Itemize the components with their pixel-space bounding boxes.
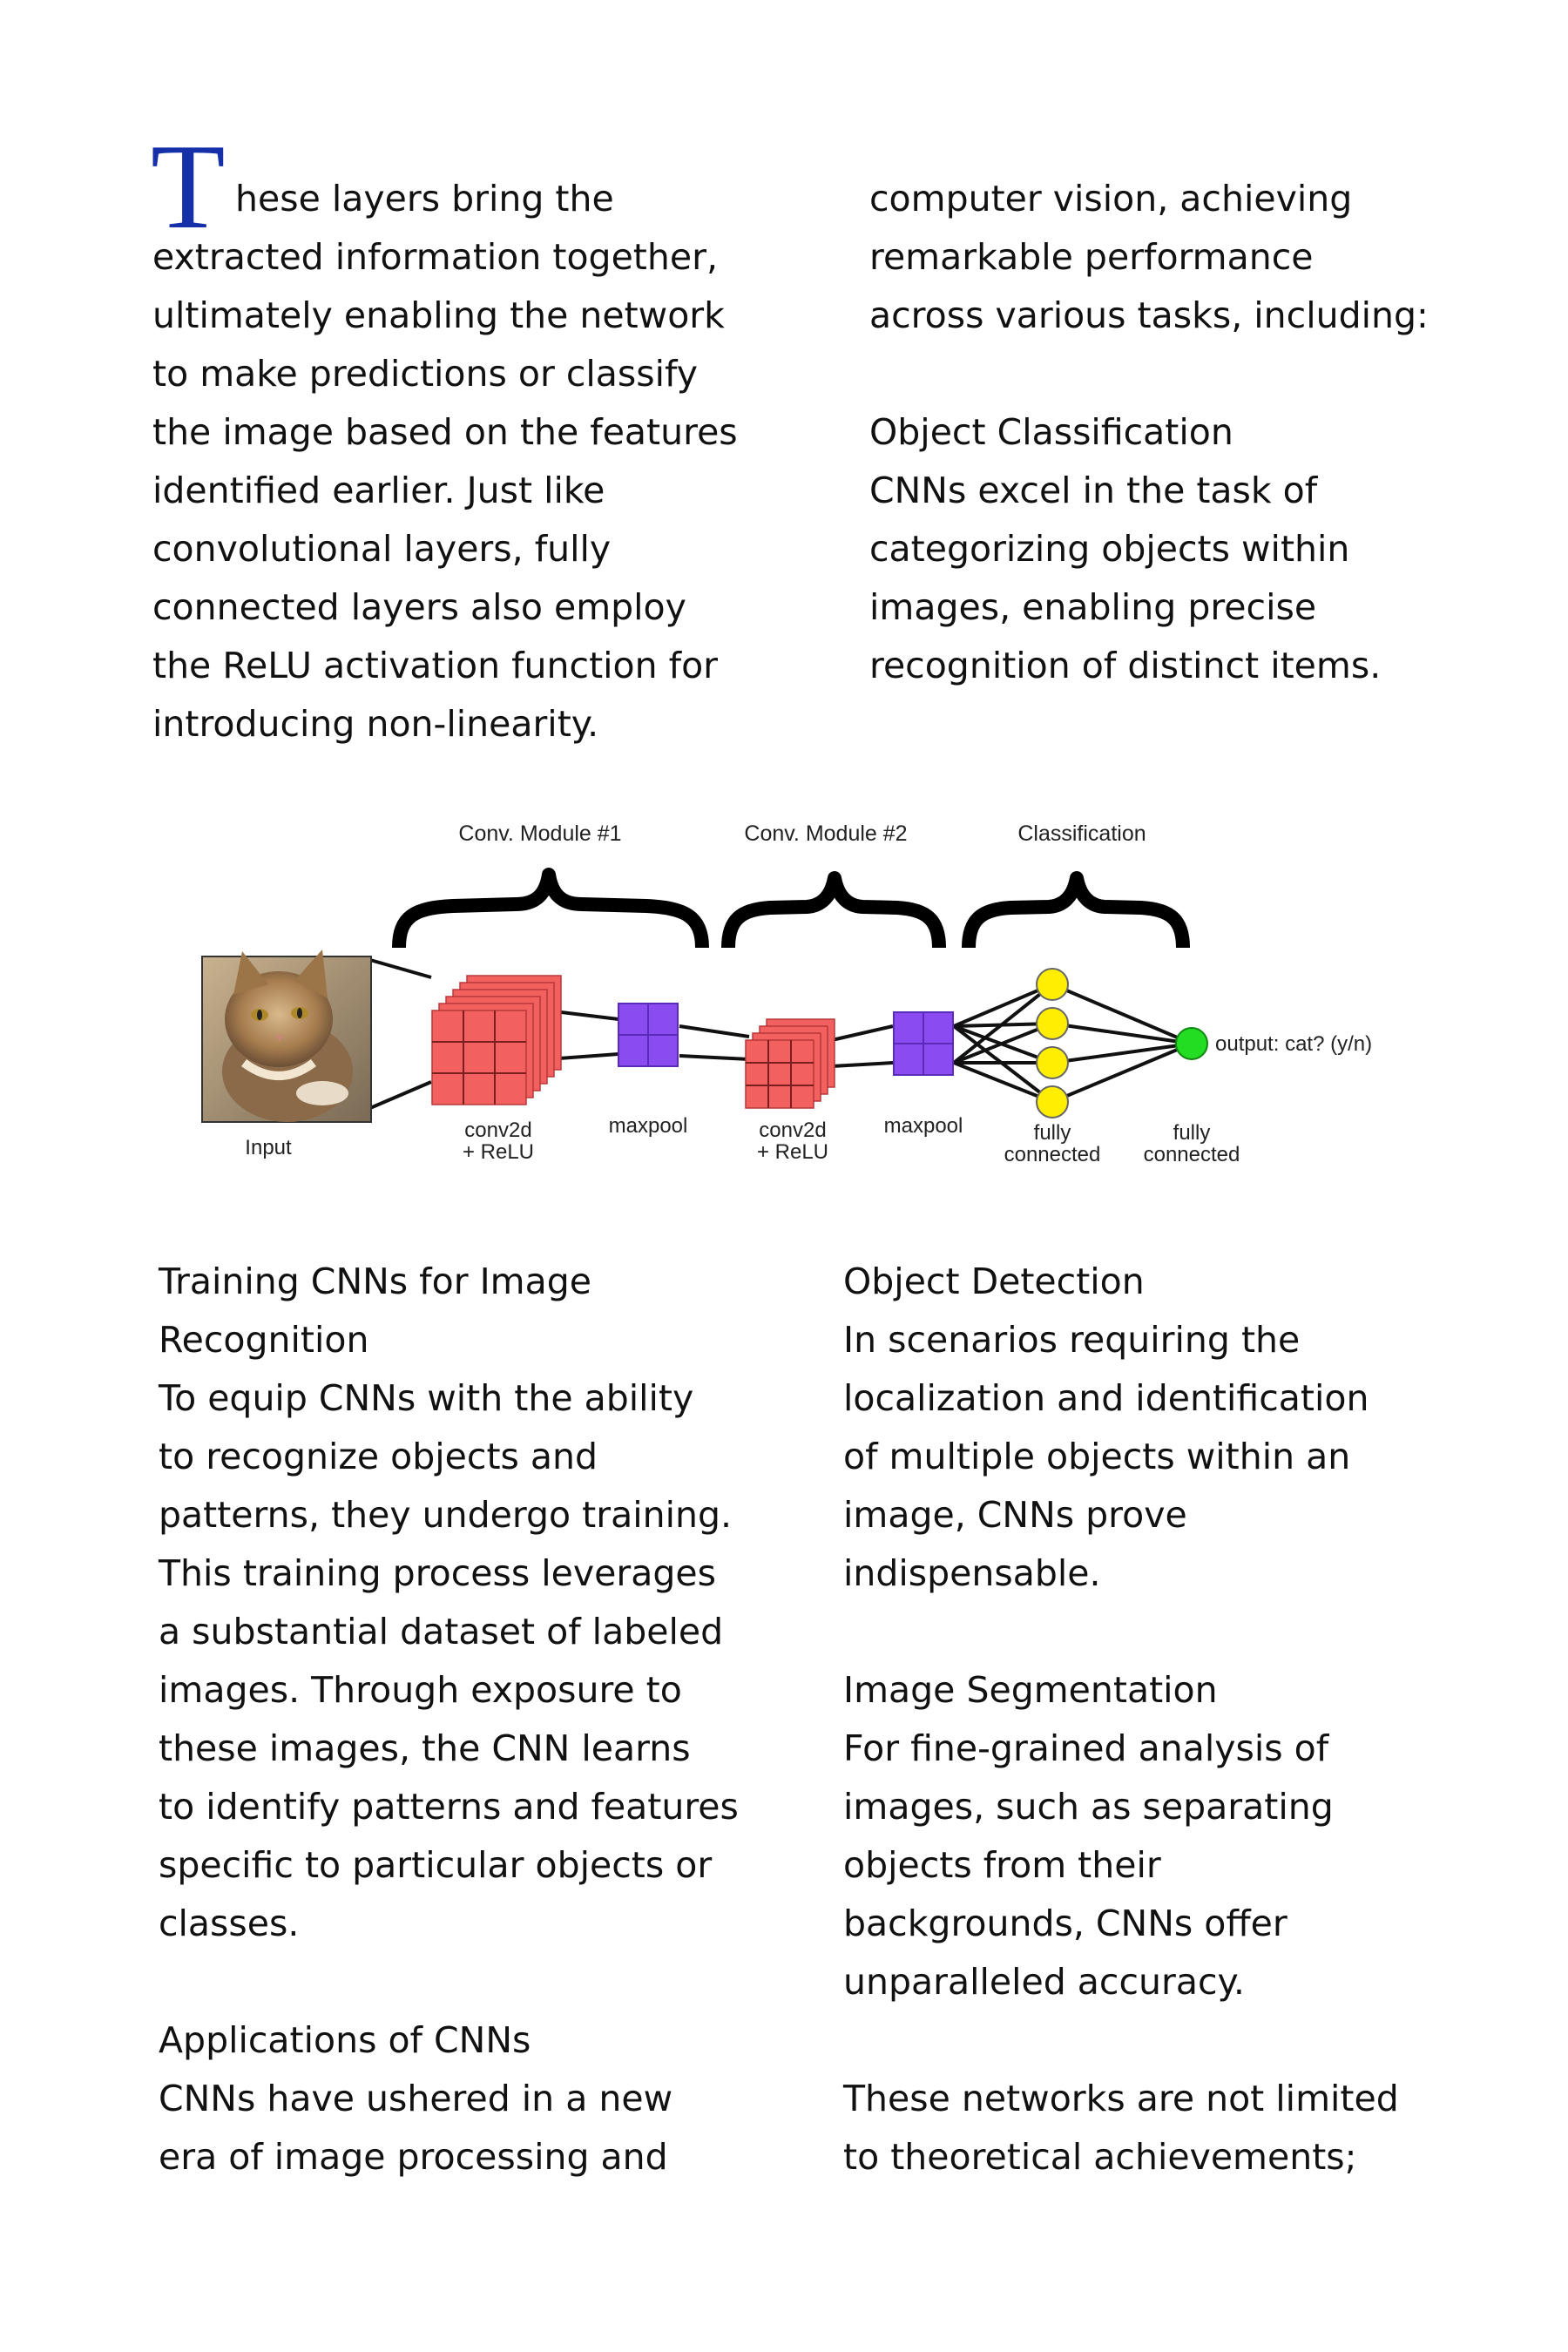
text-line: patterns, they undergo training.: [159, 1494, 733, 1536]
text-line: era of image processing and: [159, 2136, 668, 2178]
text-line: unparalleled accuracy.: [843, 1961, 1245, 2003]
input-cat-image: [201, 950, 372, 1123]
paragraph-gap: [843, 2011, 1399, 2070]
conv-feature-map: [745, 1039, 814, 1109]
section-title: Object Classification: [869, 411, 1233, 453]
text-line: the image based on the features: [152, 411, 738, 453]
text-line: these images, the CNN learns: [159, 1727, 691, 1769]
text-line: to theoretical achievements;: [843, 2136, 1357, 2178]
section-title: Training CNNs for Image: [159, 1260, 591, 1302]
text-line: to recognize objects and: [159, 1436, 598, 1477]
text-line: specific to particular objects or: [159, 1844, 713, 1886]
text-line: localization and identification: [843, 1377, 1369, 1419]
text-line: To equip CNNs with the ability: [159, 1377, 694, 1419]
text-line: to identify patterns and features: [159, 1786, 739, 1828]
text-line: indispensable.: [843, 1552, 1101, 1594]
section-title: Object Detection: [843, 1260, 1145, 1302]
output-label: output: cat? (y/n): [1215, 1032, 1372, 1056]
maxpool2-label: maxpool: [884, 1114, 963, 1138]
text-line: identified earlier. Just like: [152, 470, 605, 511]
module1-label: Conv. Module #1: [458, 821, 621, 846]
brace-icon: [392, 868, 709, 949]
classification-label: Classification: [1017, 821, 1146, 846]
conv2-block: [745, 1018, 835, 1109]
brace-icon: [721, 871, 946, 949]
maxpool1-block: [618, 1003, 679, 1067]
bottom-right-column: Object Detection In scenarios requiring …: [843, 1253, 1399, 2186]
text-line: categorizing objects within: [869, 528, 1350, 570]
text-line: convolutional layers, fully: [152, 528, 612, 570]
fc2-label: fully: [1173, 1121, 1211, 1145]
conv1-block: [431, 975, 562, 1105]
text-line: ultimately enabling the network: [152, 294, 725, 336]
fc2-label: connected: [1144, 1143, 1240, 1166]
brace-icon: [962, 871, 1190, 949]
bottom-left-column: Training CNNs for Image Recognition To e…: [159, 1253, 739, 2186]
section-title: Image Segmentation: [843, 1669, 1218, 1711]
conv1-label: + ReLU: [463, 1140, 534, 1164]
text-line: objects from their: [843, 1844, 1161, 1886]
maxpool2-block: [893, 1011, 954, 1076]
top-left-column: T hese layers bring the extracted inform…: [151, 126, 738, 754]
top-right-column: computer vision, achieving remarkable pe…: [869, 170, 1429, 695]
text-line: remarkable performance: [869, 236, 1314, 278]
conv2-label: + ReLU: [757, 1140, 828, 1164]
text-line: of multiple objects within an: [843, 1436, 1351, 1477]
section-title: Recognition: [159, 1319, 369, 1361]
text-line: classes.: [159, 1903, 300, 1944]
text-line: image, CNNs prove: [843, 1494, 1187, 1536]
fc-nodes: [1036, 968, 1069, 1119]
text-line: For fine-grained analysis of: [843, 1727, 1329, 1769]
text-line: the ReLU activation function for: [152, 645, 719, 686]
text-line: These networks are not limited: [843, 2078, 1399, 2119]
connectors: [369, 958, 1193, 1110]
text-line: across various tasks, including:: [869, 294, 1429, 336]
maxpool1-label: maxpool: [609, 1114, 688, 1138]
output-node: [1175, 1027, 1208, 1060]
text-line: In scenarios requiring the: [843, 1319, 1301, 1361]
text-line: hese layers bring the: [235, 178, 614, 220]
text-line: computer vision, achieving: [869, 178, 1353, 220]
input-label: Input: [245, 1136, 292, 1159]
cnn-architecture-diagram: Conv. Module #1 Conv. Module #2 Classifi…: [201, 821, 1372, 1166]
drop-cap: T: [151, 119, 226, 254]
text-line: CNNs excel in the task of: [869, 470, 1318, 511]
conv-feature-map: [431, 1010, 527, 1105]
fc1-label: connected: [1004, 1143, 1101, 1166]
text-line: recognition of distinct items.: [869, 645, 1382, 686]
text-line: images, enabling precise: [869, 586, 1317, 628]
conv2-label: conv2d: [759, 1119, 826, 1142]
text-line: introducing non-linearity.: [152, 703, 599, 745]
module2-label: Conv. Module #2: [744, 821, 907, 846]
text-line: images, such as separating: [843, 1786, 1334, 1828]
text-line: This training process leverages: [159, 1552, 716, 1594]
paragraph-gap: [869, 345, 1429, 403]
conv1-label: conv2d: [464, 1119, 531, 1142]
paragraph-gap: [843, 1603, 1399, 1661]
text-line: CNNs have ushered in a new: [159, 2078, 673, 2119]
text-line: connected layers also employ: [152, 586, 686, 628]
fc1-label: fully: [1034, 1121, 1071, 1145]
text-line: backgrounds, CNNs offer: [843, 1903, 1288, 1944]
text-line: extracted information together,: [152, 236, 718, 278]
paragraph-gap: [159, 1953, 739, 2011]
text-line: images. Through exposure to: [159, 1669, 682, 1711]
section-title: Applications of CNNs: [159, 2019, 531, 2061]
text-line: a substantial dataset of labeled: [159, 1611, 724, 1652]
text-line: to make predictions or classify: [152, 353, 699, 395]
